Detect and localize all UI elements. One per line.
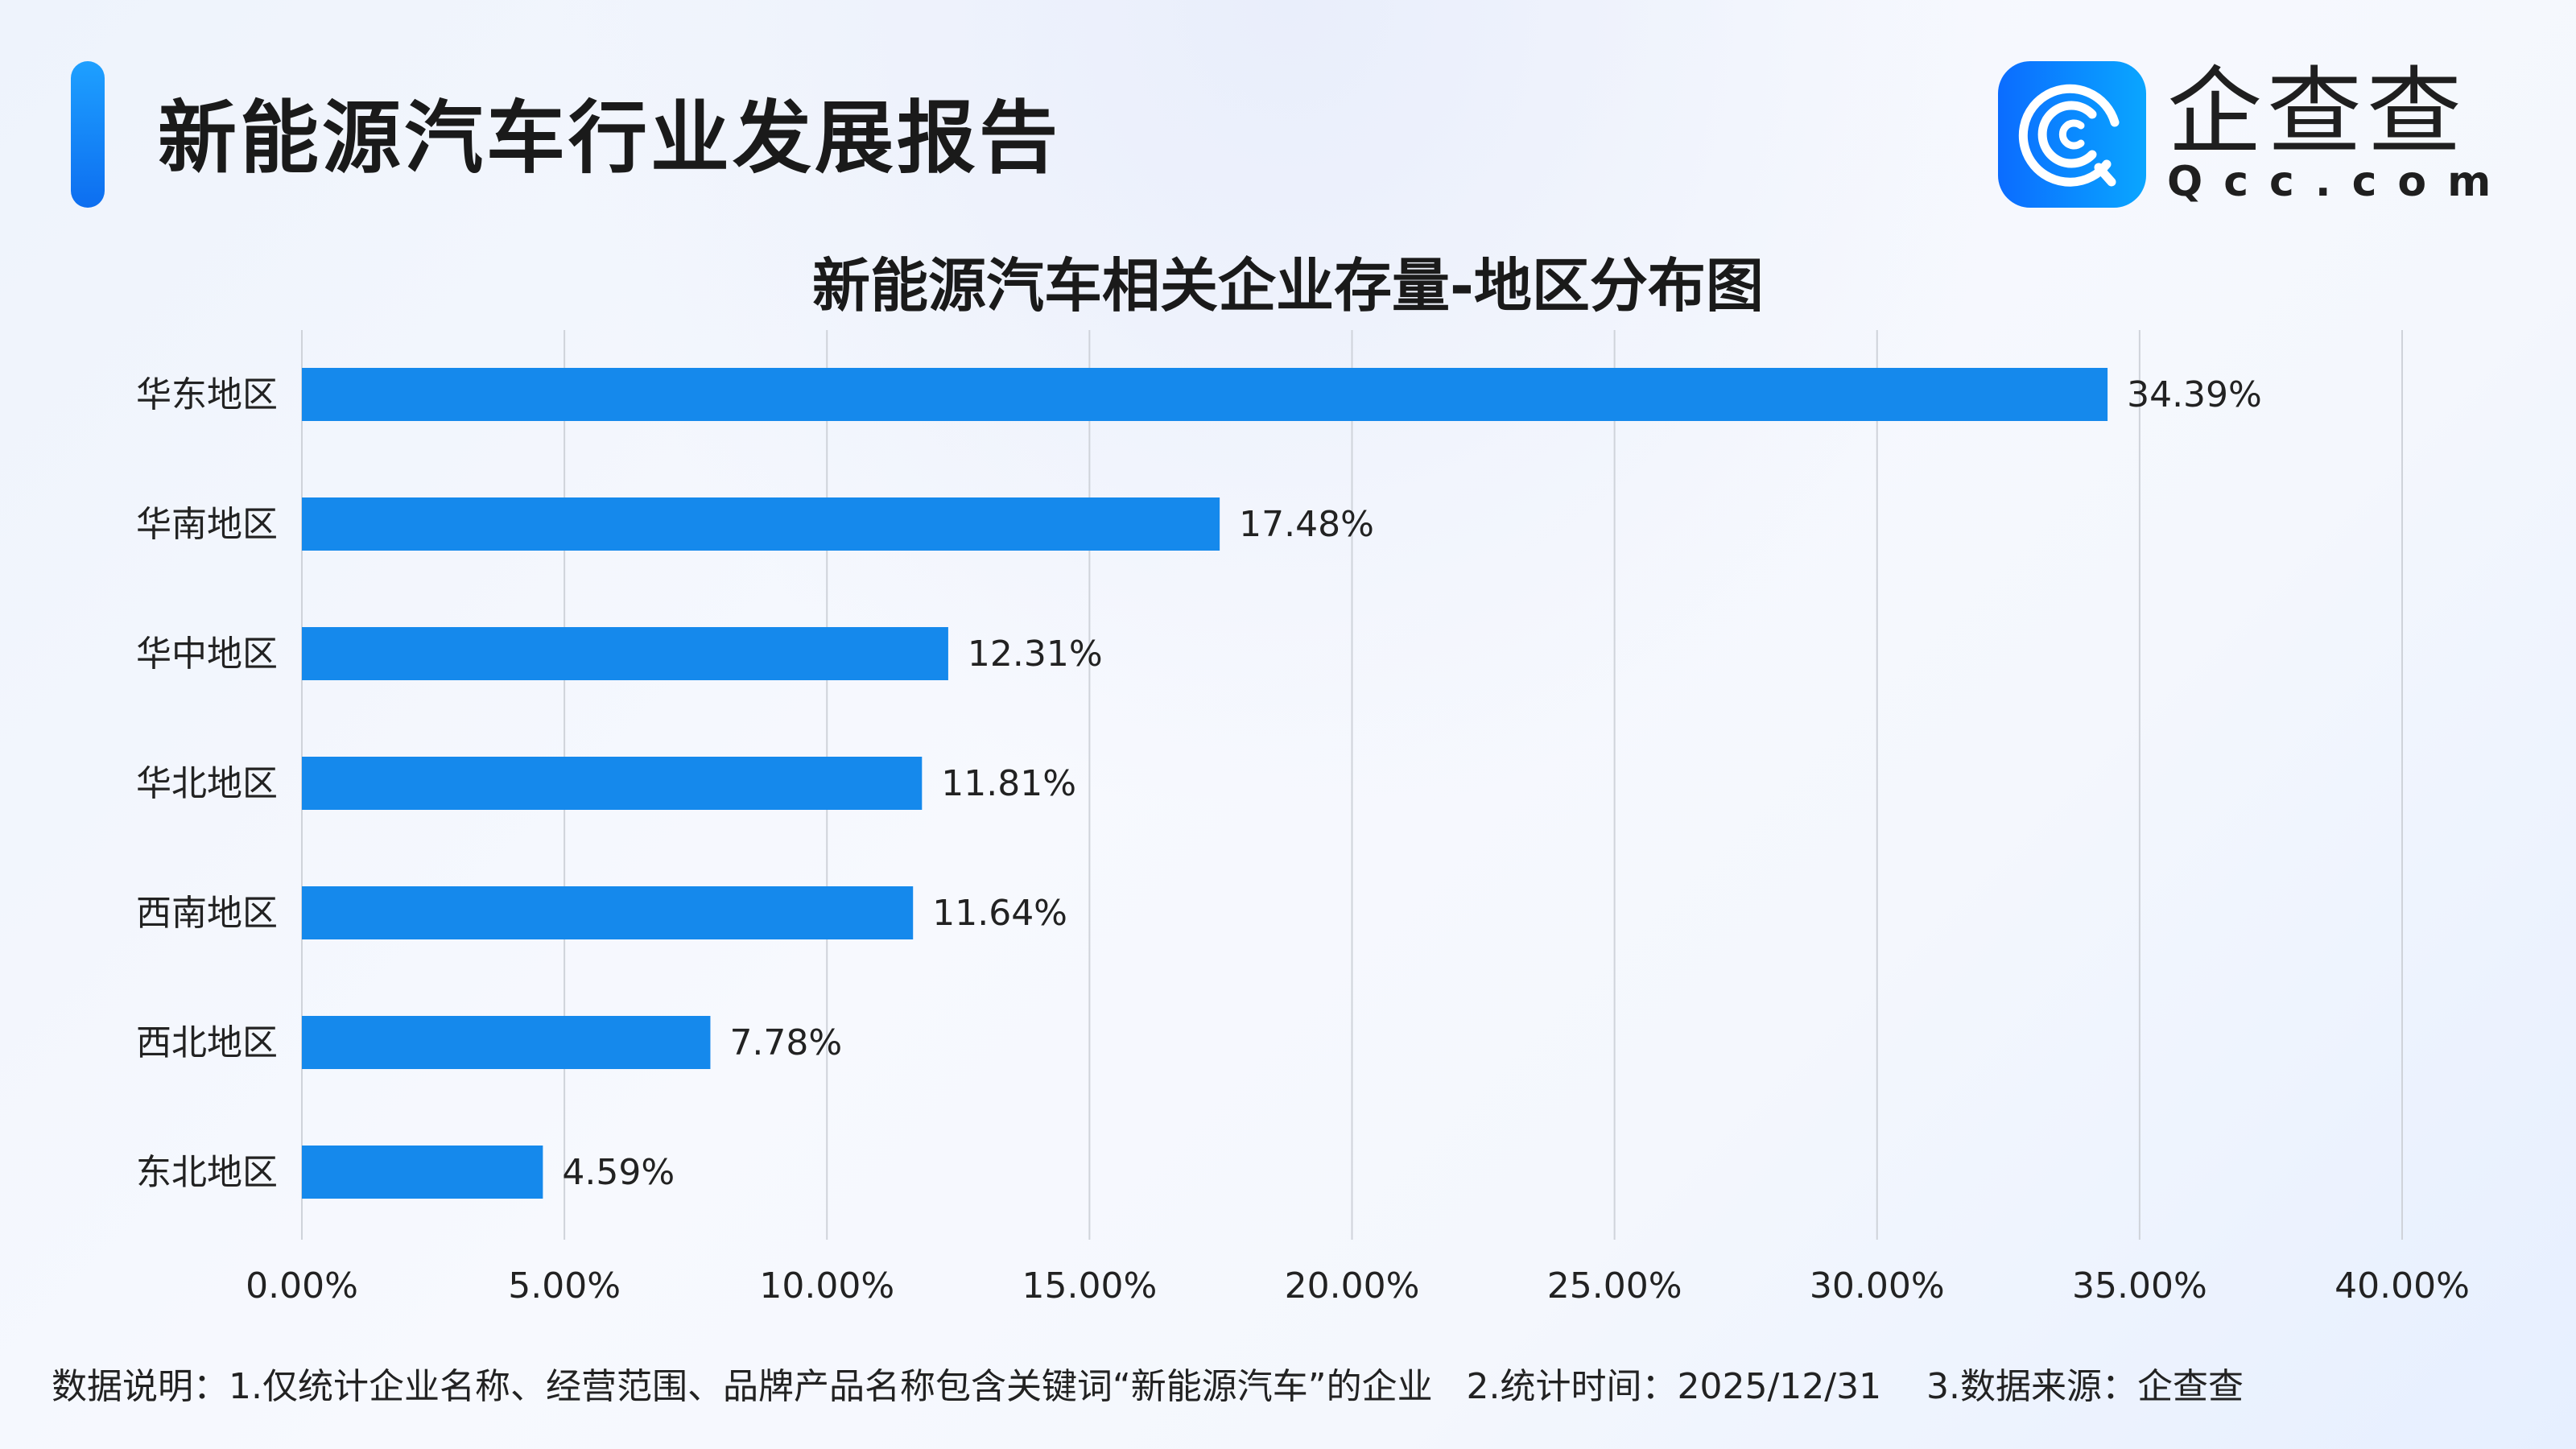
data-label: 17.48%	[1239, 504, 1374, 545]
category-label: 华北地区	[136, 763, 278, 804]
x-tick-label: 40.00%	[2334, 1265, 2470, 1307]
bar	[302, 1146, 543, 1199]
logo-cn-text: 企查查	[2167, 56, 2467, 167]
data-label: 4.59%	[562, 1152, 675, 1193]
x-tick-label: 5.00%	[508, 1265, 621, 1307]
data-label: 11.64%	[932, 893, 1067, 934]
x-tick-label: 20.00%	[1285, 1265, 1420, 1307]
category-label: 华中地区	[136, 634, 278, 675]
category-label: 西北地区	[136, 1022, 278, 1063]
x-tick-label: 0.00%	[246, 1265, 358, 1307]
x-tick-label: 10.00%	[759, 1265, 894, 1307]
logo-en-text: Qcc.com	[2167, 158, 2512, 206]
data-label: 7.78%	[729, 1022, 842, 1063]
x-tick-label: 15.00%	[1022, 1265, 1157, 1307]
x-tick-label: 35.00%	[2072, 1265, 2207, 1307]
footer-note: 数据说明：1.仅统计企业名称、经营范围、品牌产品名称包含关键词“新能源汽车”的企…	[52, 1366, 2244, 1407]
bar	[302, 1016, 711, 1069]
category-label: 华南地区	[136, 504, 278, 545]
data-label: 11.81%	[941, 763, 1076, 804]
x-tick-label: 25.00%	[1547, 1265, 1682, 1307]
data-label: 12.31%	[968, 634, 1103, 675]
page-title: 新能源汽车行业发展报告	[158, 93, 1062, 184]
bar	[302, 627, 948, 680]
x-tick-label: 30.00%	[1810, 1265, 1945, 1307]
chart-title: 新能源汽车相关企业存量-地区分布图	[812, 252, 1764, 320]
bar	[302, 757, 923, 810]
qcc-logo-icon	[1998, 61, 2146, 208]
bar	[302, 497, 1220, 551]
qcc-logo: 企查查 Qcc.com	[1998, 61, 2512, 208]
bar	[302, 886, 914, 939]
category-label: 华东地区	[136, 374, 278, 415]
category-label: 东北地区	[136, 1152, 278, 1193]
category-label: 西南地区	[136, 893, 278, 934]
bar	[302, 368, 2108, 421]
data-label: 34.39%	[2127, 374, 2262, 415]
title-accent-bar	[71, 61, 105, 208]
